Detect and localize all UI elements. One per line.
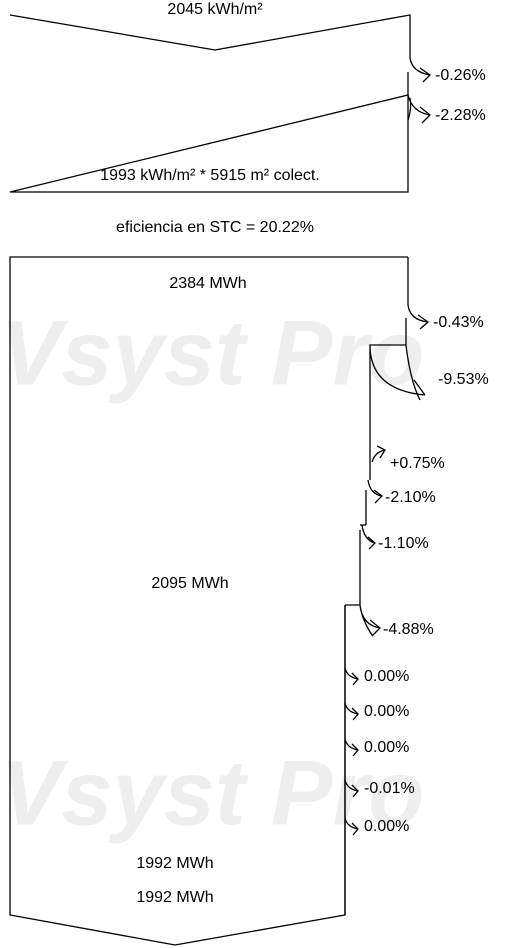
loss-label: 0.00% xyxy=(364,668,409,685)
loss-label: 0.00% xyxy=(364,739,409,756)
grid-energy: 1992 MWh xyxy=(136,889,213,906)
nominal-energy: 2384 MWh xyxy=(169,275,246,292)
loss-label: -0.43% xyxy=(433,314,484,331)
output-energy: 1992 MWh xyxy=(136,855,213,872)
irradiation-box xyxy=(9,14,411,193)
loss-label: -4.88% xyxy=(383,621,434,638)
loss-label: -0.01% xyxy=(364,780,415,797)
loss-label: -9.53% xyxy=(438,371,489,388)
efficiency: eficiencia en STC = 20.22% xyxy=(116,219,314,236)
array-energy: 2095 MWh xyxy=(151,575,228,592)
global-irradiation: 2045 kWh/m² xyxy=(167,1,263,18)
watermark: Vsyst Pro xyxy=(0,742,424,844)
watermark: Vsyst Pro xyxy=(0,302,424,404)
loss-arrow xyxy=(344,304,430,915)
loss-label: +0.75% xyxy=(390,455,445,472)
loss-label: -2.10% xyxy=(385,489,436,506)
loss-label: 0.00% xyxy=(364,818,409,835)
loss-label: 0.00% xyxy=(364,703,409,720)
loss-label: -0.26% xyxy=(435,67,486,84)
loss-label: -1.10% xyxy=(378,535,429,552)
loss-arrow xyxy=(407,57,432,124)
collector-irradiation: 1993 kWh/m² * 5915 m² colect. xyxy=(100,167,320,184)
loss-label: -2.28% xyxy=(435,107,486,124)
